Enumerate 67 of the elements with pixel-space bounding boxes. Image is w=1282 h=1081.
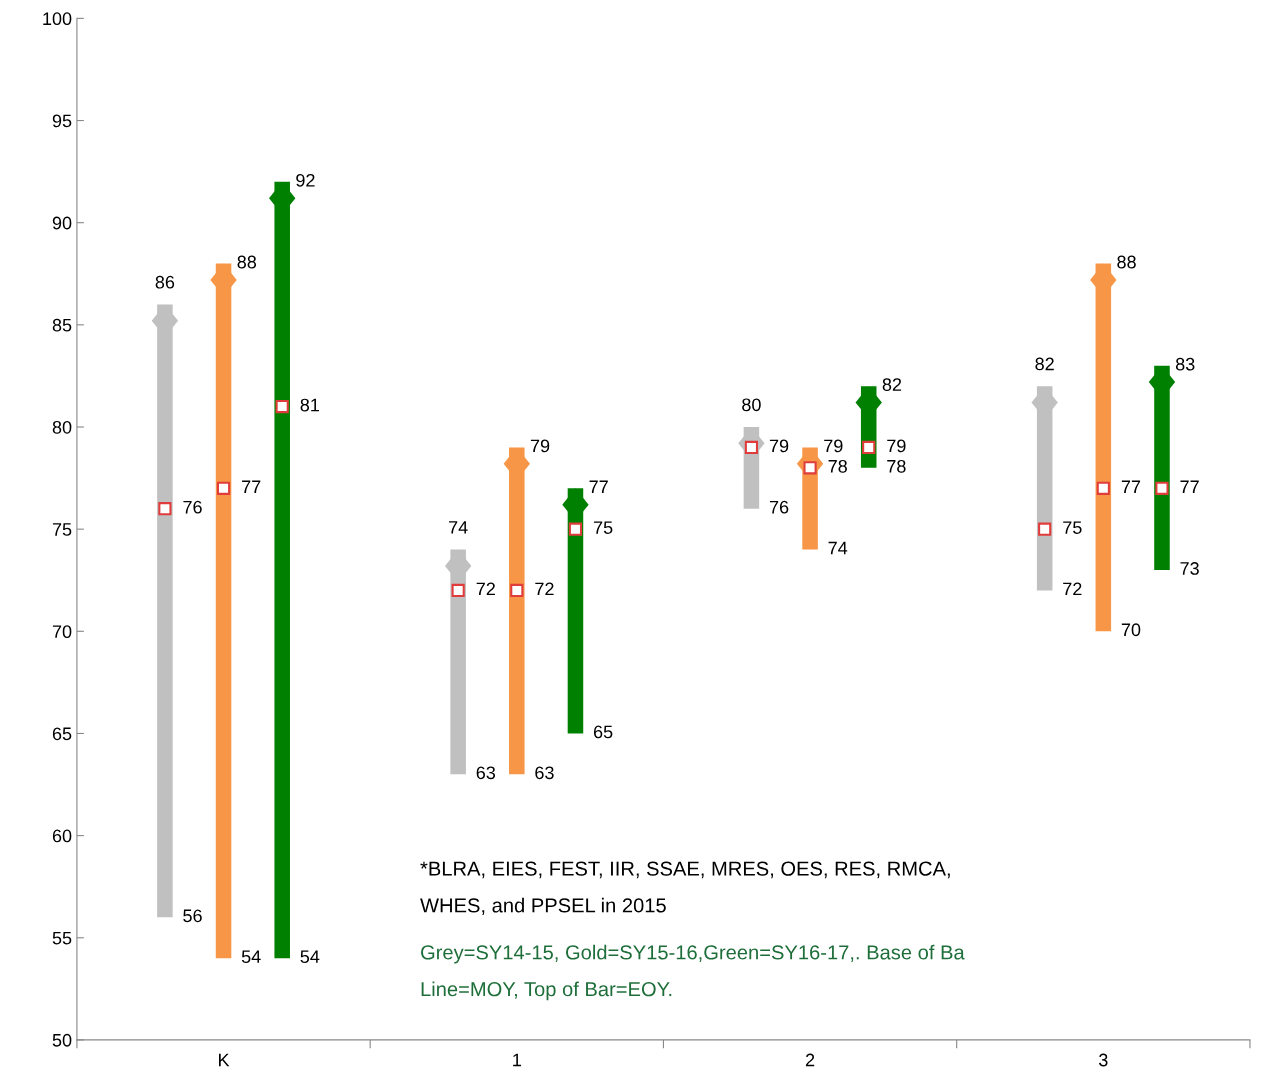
annotation: 63 bbox=[476, 766, 496, 780]
point bbox=[510, 583, 524, 598]
data-label: 72 bbox=[535, 582, 554, 596]
x-tick-label: 2 bbox=[805, 1053, 815, 1067]
annotation: 74 bbox=[828, 541, 848, 555]
y-tick-label: 65 bbox=[52, 727, 72, 741]
data-label: 72 bbox=[476, 582, 495, 596]
data-label: 82 bbox=[882, 378, 902, 391]
annotation: 70 bbox=[1121, 623, 1141, 637]
y-tick-label: 90 bbox=[52, 216, 72, 230]
data-label: 86 bbox=[155, 275, 175, 289]
point bbox=[568, 522, 583, 536]
y-tick-label: 70 bbox=[52, 625, 72, 639]
data-label: 78 bbox=[828, 459, 847, 473]
y-tick-label: 55 bbox=[52, 931, 72, 945]
y-tick-label: 75 bbox=[52, 523, 72, 536]
point bbox=[1155, 481, 1169, 495]
data-label: 88 bbox=[237, 255, 257, 269]
data-label: 80 bbox=[742, 398, 761, 412]
annotation: 65 bbox=[593, 725, 613, 739]
point bbox=[275, 399, 289, 414]
data-label: 79 bbox=[769, 439, 789, 453]
data-label: 82 bbox=[1035, 357, 1054, 371]
y-tick-label: 60 bbox=[52, 829, 72, 843]
data-label: 77 bbox=[589, 480, 608, 493]
point bbox=[744, 440, 759, 455]
point bbox=[862, 440, 876, 455]
point bbox=[216, 481, 231, 495]
data-label: 88 bbox=[1117, 255, 1136, 269]
data-label: 75 bbox=[1063, 521, 1082, 534]
data-label: 79 bbox=[530, 439, 550, 453]
annotation: 54 bbox=[300, 950, 320, 964]
data-label: 74 bbox=[449, 521, 468, 534]
annotation: *BLRA, EIES, FEST, IIR, SSAE, MRES, OES, RES, RMCA, bbox=[420, 861, 950, 879]
annotation: 76 bbox=[769, 500, 789, 514]
y-tick-label: 95 bbox=[52, 114, 72, 128]
data-label: 81 bbox=[300, 398, 319, 412]
data-label: 79 bbox=[887, 439, 906, 453]
annotation: Line=MOY, Top of Bar=EOY. bbox=[421, 981, 672, 1001]
data-label: 79 bbox=[824, 439, 843, 453]
y-tick-label: 85 bbox=[52, 318, 72, 332]
data-label: 76 bbox=[183, 500, 202, 514]
x-tick-label: 3 bbox=[1098, 1053, 1108, 1067]
x-tick-label: K bbox=[219, 1053, 230, 1067]
annotation: Grey=SY14-15, Gold=SY15-16,Green=SY16-17,. Base of Ba bbox=[421, 944, 965, 964]
annotation: 72 bbox=[1063, 582, 1082, 596]
point bbox=[803, 461, 817, 475]
point bbox=[1038, 522, 1052, 536]
data-label: 83 bbox=[1175, 357, 1195, 371]
data-label: 92 bbox=[296, 173, 315, 187]
annotation: 54 bbox=[241, 950, 261, 964]
x-tick-label: 1 bbox=[513, 1053, 521, 1067]
data-label: 75 bbox=[593, 521, 613, 534]
annotation: WHES, and PPSEL in 2015 bbox=[420, 897, 666, 915]
point bbox=[158, 502, 172, 516]
data-label: 77 bbox=[1180, 480, 1199, 493]
point bbox=[1096, 481, 1110, 495]
y-tick-label: 80 bbox=[52, 420, 72, 434]
annotation: 56 bbox=[183, 909, 202, 923]
data-label: 77 bbox=[1121, 480, 1141, 493]
annotation: 78 bbox=[887, 459, 906, 473]
point bbox=[451, 583, 465, 598]
y-tick-label: 100 bbox=[43, 12, 72, 26]
y-tick-label: 50 bbox=[52, 1033, 72, 1047]
annotation: 73 bbox=[1180, 562, 1199, 575]
annotation: 63 bbox=[535, 766, 554, 780]
data-label: 77 bbox=[242, 480, 261, 493]
